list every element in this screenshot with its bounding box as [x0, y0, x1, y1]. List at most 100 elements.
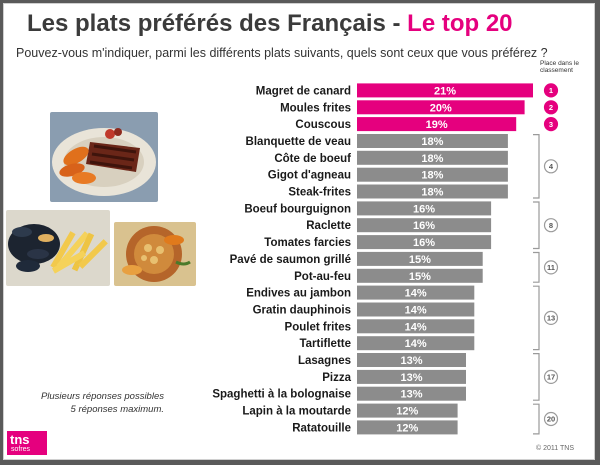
category-label: Poulet frites — [285, 321, 351, 333]
bar — [357, 420, 458, 435]
rank-badge — [543, 83, 559, 98]
value-label: 15% — [409, 254, 431, 266]
logo-sofres: sofres — [11, 446, 31, 453]
value-label: 14% — [405, 321, 427, 333]
bar-chart: Magret de canard 21% Moules frites 20% Cousc… — [212, 83, 559, 435]
category-label: Gigot d'agneau — [268, 170, 351, 182]
category-label: Spaghetti à la bolognaise — [212, 389, 351, 401]
rank-header: Place dans le classement — [540, 60, 580, 74]
chart-title: Les plats préférés des Français - Le top… — [27, 10, 513, 38]
category-label: Pot-au-feu — [294, 271, 351, 283]
value-label: 14% — [405, 305, 427, 317]
category-label: Moules frites — [280, 102, 351, 114]
value-label: 13% — [400, 389, 422, 401]
rank-bracket — [533, 134, 540, 199]
rank-badge — [543, 218, 559, 233]
bar — [357, 353, 466, 367]
bar — [357, 285, 475, 300]
bar — [357, 386, 466, 401]
category-label: Lapin à la moutarde — [242, 406, 351, 418]
rank-badge — [543, 369, 559, 384]
bar — [357, 369, 466, 384]
category-label: Steak-frites — [288, 187, 351, 199]
rank-badge — [543, 310, 559, 325]
category-label: Ratatouille — [292, 422, 351, 434]
category-label: Tomates farcies — [264, 237, 351, 249]
category-label: Endives au jambon — [246, 288, 351, 300]
category-label: Magret de canard — [256, 85, 351, 97]
value-label: 13% — [400, 372, 422, 384]
bar — [357, 218, 492, 233]
category-label: Tartiflette — [299, 338, 351, 350]
photo-magret — [50, 112, 158, 202]
photo-couscous — [114, 222, 196, 286]
value-label: 19% — [426, 119, 448, 131]
rank-badge — [543, 159, 559, 174]
rank-number: 2 — [549, 103, 553, 112]
bar — [357, 336, 475, 351]
rank-badge — [543, 116, 559, 132]
bar — [357, 134, 508, 148]
category-label: Blanquette de veau — [246, 136, 351, 148]
rank-badge — [543, 260, 559, 275]
rank-bracket — [533, 285, 540, 351]
value-label: 12% — [396, 422, 418, 434]
bar — [357, 235, 492, 250]
rank-number: 11 — [547, 263, 555, 272]
chart-title-main: Les plats préférés des Français - — [27, 10, 408, 37]
rank-number: 4 — [549, 162, 554, 171]
rank-badge — [543, 100, 559, 115]
value-label: 16% — [413, 203, 435, 215]
bar — [357, 83, 533, 98]
slide-frame: Les plats préférés des Français - Le top… — [3, 3, 595, 460]
survey-question: Pouvez-vous m'indiquer, parmi les différ… — [16, 46, 548, 60]
bar — [357, 150, 508, 165]
bar — [357, 403, 458, 418]
bar — [357, 201, 492, 216]
bar — [357, 100, 525, 115]
tns-sofres-logo: tns sofres — [7, 431, 47, 455]
rank-number: 3 — [549, 120, 553, 129]
copyright: © 2011 TNS — [536, 445, 574, 452]
category-label: Couscous — [295, 119, 351, 131]
bar — [357, 117, 517, 132]
logo-tns: tns — [10, 432, 30, 447]
bar — [357, 251, 483, 266]
bar — [357, 319, 475, 334]
rank-bracket — [533, 201, 540, 250]
value-label: 13% — [400, 355, 422, 367]
note-line1: Plusieurs réponses possibles — [40, 391, 164, 402]
bar — [357, 302, 475, 317]
value-label: 18% — [421, 187, 443, 199]
category-label: Côte de boeuf — [274, 153, 351, 165]
photo-moules-frites — [6, 210, 110, 286]
survey-note: Plusieurs réponses possibles 5 réponses … — [12, 390, 164, 416]
value-label: 20% — [430, 102, 452, 114]
rank-number: 20 — [547, 415, 555, 424]
rank-number: 17 — [547, 373, 555, 382]
value-label: 15% — [409, 271, 431, 283]
category-label: Pavé de saumon grillé — [230, 254, 351, 266]
value-label: 16% — [413, 220, 435, 232]
rank-bracket — [533, 353, 540, 401]
value-label: 18% — [421, 153, 443, 165]
bar — [357, 268, 483, 283]
rank-bracket — [533, 403, 540, 435]
category-label: Gratin dauphinois — [253, 305, 351, 317]
value-label: 12% — [396, 406, 418, 418]
note-line2: 5 réponses maximum. — [70, 404, 164, 415]
chart-title-accent: Le top 20 — [407, 10, 513, 37]
category-label: Boeuf bourguignon — [244, 203, 351, 215]
rank-number: 1 — [549, 86, 553, 95]
bar — [357, 184, 508, 199]
value-label: 14% — [405, 338, 427, 350]
value-label: 14% — [405, 288, 427, 300]
rank-bracket — [533, 251, 540, 283]
category-label: Raclette — [306, 220, 351, 232]
category-label: Pizza — [322, 372, 351, 384]
value-label: 21% — [434, 85, 456, 97]
rank-number: 8 — [549, 221, 553, 230]
value-label: 16% — [413, 237, 435, 249]
rank-number: 13 — [547, 314, 555, 323]
category-label: Lasagnes — [298, 355, 351, 367]
